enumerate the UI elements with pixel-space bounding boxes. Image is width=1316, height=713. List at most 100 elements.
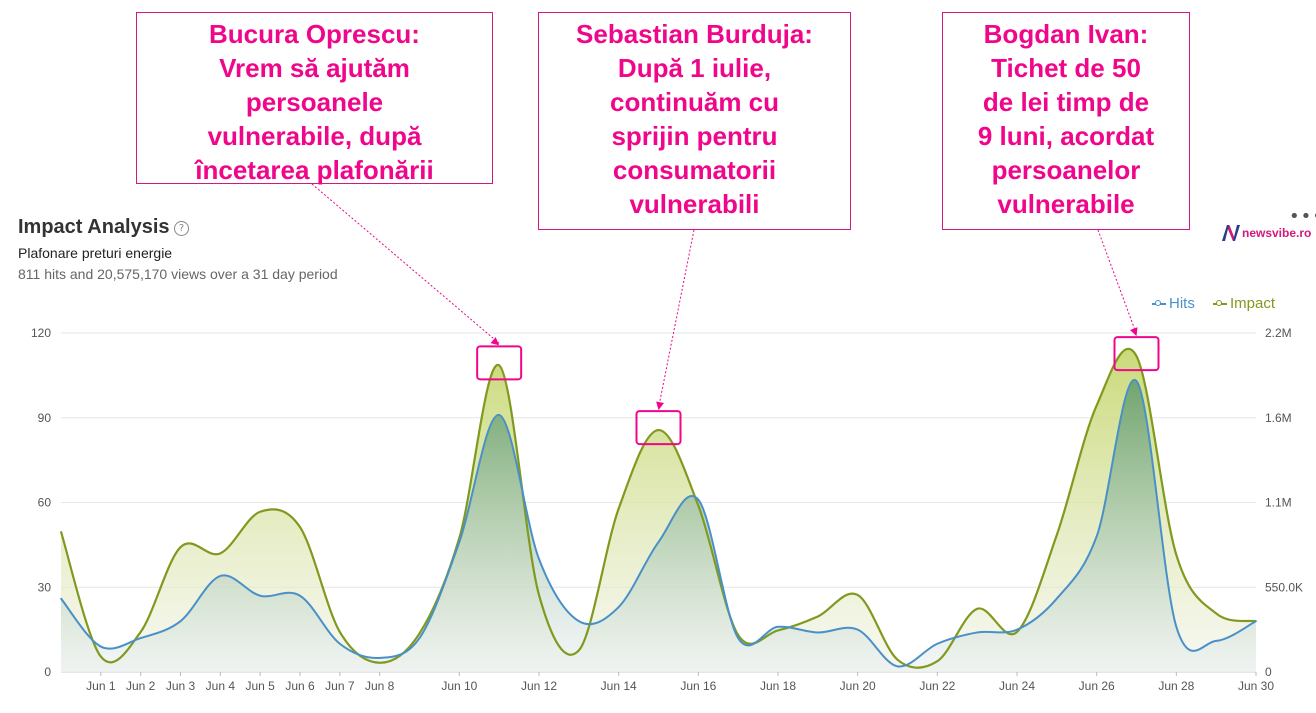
hits-point[interactable] xyxy=(100,645,102,648)
impact-point[interactable] xyxy=(219,552,222,555)
logo-text: newsvibe.ro xyxy=(1242,226,1312,240)
hits-point[interactable] xyxy=(179,620,182,622)
hits-line[interactable] xyxy=(60,378,1257,668)
hits-point[interactable] xyxy=(458,541,461,543)
chart-subtitle: Plafonare preturi energie xyxy=(18,245,173,261)
hits-point[interactable] xyxy=(817,631,819,634)
hits-point[interactable] xyxy=(1056,597,1058,600)
impact-point[interactable] xyxy=(1016,631,1018,633)
impact-point[interactable] xyxy=(856,594,859,596)
x-tick-label: Jun 14 xyxy=(601,679,637,693)
y-left-tick: 60 xyxy=(38,496,52,510)
y-right-tick: 1.6M xyxy=(1265,411,1292,425)
impact-point[interactable] xyxy=(498,364,500,367)
x-tick-label: Jun 26 xyxy=(1079,679,1115,693)
hits-point[interactable] xyxy=(617,606,620,608)
hits-area xyxy=(61,379,1256,672)
question-circle-icon[interactable]: ? xyxy=(174,221,189,236)
hits-point[interactable] xyxy=(60,597,62,600)
hits-point[interactable] xyxy=(1135,380,1138,382)
impact-point[interactable] xyxy=(737,634,739,636)
impact-area xyxy=(61,348,1256,672)
x-tick-label: Jun 30 xyxy=(1238,679,1274,693)
hits-point[interactable] xyxy=(1215,640,1217,642)
impact-point[interactable] xyxy=(657,429,660,431)
impact-point[interactable] xyxy=(60,530,62,533)
impact-point[interactable] xyxy=(697,504,700,507)
hits-point[interactable] xyxy=(1255,620,1257,622)
x-tick-label: Jun 4 xyxy=(206,679,236,693)
chart-stats: 811 hits and 20,575,170 views over a 31 … xyxy=(18,266,338,282)
x-tick-label: Jun 2 xyxy=(126,679,156,693)
arrowhead xyxy=(490,337,500,346)
newsvibe-logo-mark xyxy=(1222,225,1240,241)
hits-point[interactable] xyxy=(498,414,500,416)
x-tick-label: Jun 1 xyxy=(86,679,116,693)
hits-point[interactable] xyxy=(1175,626,1178,628)
x-tick-label: Jun 3 xyxy=(166,679,196,693)
x-tick-label: Jun 8 xyxy=(365,679,395,693)
impact-point[interactable] xyxy=(1056,534,1058,536)
impact-point[interactable] xyxy=(378,661,381,664)
impact-point[interactable] xyxy=(339,631,341,633)
hits-point[interactable] xyxy=(219,575,222,577)
hits-point[interactable] xyxy=(896,665,899,668)
impact-point[interactable] xyxy=(1095,404,1098,407)
arrowhead xyxy=(656,401,664,411)
impact-point[interactable] xyxy=(976,608,978,610)
chart-title: Impact Analysis xyxy=(18,216,170,238)
impact-point[interactable] xyxy=(538,594,540,596)
impact-point[interactable] xyxy=(578,649,580,652)
hits-point[interactable] xyxy=(936,642,939,645)
impact-point[interactable] xyxy=(139,631,142,633)
x-tick-label: Jun 5 xyxy=(245,679,275,693)
y-left-tick: 30 xyxy=(38,580,52,594)
hits-point[interactable] xyxy=(418,637,421,639)
y-right-tick: 550.0K xyxy=(1265,580,1303,594)
impact-point[interactable] xyxy=(1215,612,1217,615)
y-left-tick: 90 xyxy=(38,411,52,425)
x-tick-label: Jun 20 xyxy=(840,679,876,693)
impact-point[interactable] xyxy=(936,660,939,663)
hits-point[interactable] xyxy=(578,620,580,622)
impact-point[interactable] xyxy=(458,537,461,539)
impact-point[interactable] xyxy=(179,546,182,548)
hits-point[interactable] xyxy=(259,594,261,597)
impact-point[interactable] xyxy=(299,526,301,528)
impact-point[interactable] xyxy=(259,510,261,513)
y-right-tick: 0 xyxy=(1265,665,1272,679)
callout-burduja: Sebastian Burduja: După 1 iulie, continu… xyxy=(538,12,851,230)
impact-point[interactable] xyxy=(1135,355,1138,357)
hits-point[interactable] xyxy=(976,631,978,634)
ellipsis-icon[interactable]: ••• xyxy=(1289,206,1316,227)
legend-hits-label: Hits xyxy=(1169,295,1195,312)
impact-point[interactable] xyxy=(418,632,421,635)
hits-point[interactable] xyxy=(737,637,739,639)
peak-highlight-box xyxy=(476,345,523,381)
legend-impact-label: Impact xyxy=(1230,295,1276,312)
hits-point[interactable] xyxy=(856,628,859,631)
hits-point[interactable] xyxy=(1016,628,1018,631)
impact-point[interactable] xyxy=(777,629,779,632)
legend-impact[interactable]: Impact xyxy=(1213,295,1275,312)
hits-point[interactable] xyxy=(139,637,142,639)
impact-point[interactable] xyxy=(100,655,102,658)
impact-point[interactable] xyxy=(896,658,899,661)
y-left-tick: 120 xyxy=(31,326,51,340)
impact-point[interactable] xyxy=(1175,554,1178,556)
legend-hits[interactable]: Hits xyxy=(1152,295,1195,312)
hits-point[interactable] xyxy=(697,498,700,501)
hits-point[interactable] xyxy=(1095,535,1098,538)
callout-ivan: Bogdan Ivan: Tichet de 50 de lei timp de… xyxy=(942,12,1190,230)
x-tick-label: Jun 18 xyxy=(760,679,796,693)
impact-point[interactable] xyxy=(817,615,819,618)
hits-point[interactable] xyxy=(538,558,540,560)
x-tick-label: Jun 22 xyxy=(919,679,955,693)
hits-point[interactable] xyxy=(339,642,341,645)
hits-point[interactable] xyxy=(299,594,301,597)
hits-point[interactable] xyxy=(777,626,779,628)
callout-connector xyxy=(311,183,500,344)
impact-point[interactable] xyxy=(617,507,620,510)
hits-point[interactable] xyxy=(657,541,660,543)
hits-point[interactable] xyxy=(378,657,381,659)
